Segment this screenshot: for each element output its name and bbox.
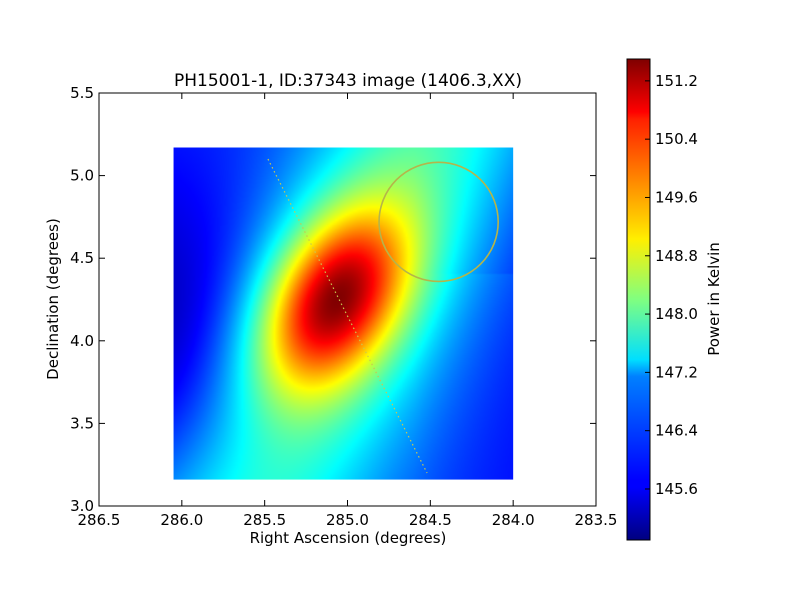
track-line bbox=[267, 158, 428, 474]
colorbar-tick-label: 149.6 bbox=[655, 188, 698, 206]
x-tick-label: 284.0 bbox=[492, 511, 535, 529]
y-tick-label: 4.5 bbox=[70, 249, 94, 267]
x-tick-label: 286.0 bbox=[160, 511, 203, 529]
colorbar-tick-label: 146.4 bbox=[655, 422, 698, 440]
beam-circle bbox=[378, 161, 499, 283]
y-axis: 3.0 3.5 4.0 4.5 5.0 5.5 bbox=[70, 84, 596, 515]
colorbar-ticks: 145.6 146.4 147.2 148.0 148.8 149.6 150.4 151.2 bbox=[645, 72, 698, 498]
y-tick-label: 5.5 bbox=[70, 84, 94, 102]
colorbar-tick-label: 148.0 bbox=[655, 305, 698, 323]
colorbar-label: Power in Kelvin bbox=[705, 242, 723, 356]
colorbar-tick-label: 147.2 bbox=[655, 363, 698, 381]
colorbar-tick-label: 148.8 bbox=[655, 247, 698, 265]
x-tick-label: 286.5 bbox=[78, 511, 121, 529]
y-axis-label: Declination (degrees) bbox=[44, 218, 62, 380]
chart-title: PH15001-1, ID:37343 image (1406.3,XX) bbox=[174, 71, 522, 91]
colorbar-tick-label: 150.4 bbox=[655, 130, 698, 148]
x-tick-label: 285.5 bbox=[243, 511, 286, 529]
x-tick-label: 284.5 bbox=[409, 511, 452, 529]
y-tick-label: 4.0 bbox=[70, 332, 94, 350]
x-axis-label: Right Ascension (degrees) bbox=[250, 529, 447, 547]
y-tick-label: 3.0 bbox=[70, 497, 94, 515]
colorbar-tick-label: 151.2 bbox=[655, 72, 698, 90]
heatmap-image bbox=[173, 147, 514, 480]
y-tick-label: 3.5 bbox=[70, 414, 94, 432]
x-axis: 286.5 286.0 285.5 285.0 284.5 284.0 283.5 bbox=[78, 93, 618, 529]
y-tick-label: 5.0 bbox=[70, 167, 94, 185]
x-tick-label: 285.0 bbox=[326, 511, 369, 529]
x-tick-label: 283.5 bbox=[575, 511, 618, 529]
colorbar-tick-label: 145.6 bbox=[655, 480, 698, 498]
colorbar bbox=[626, 58, 651, 541]
